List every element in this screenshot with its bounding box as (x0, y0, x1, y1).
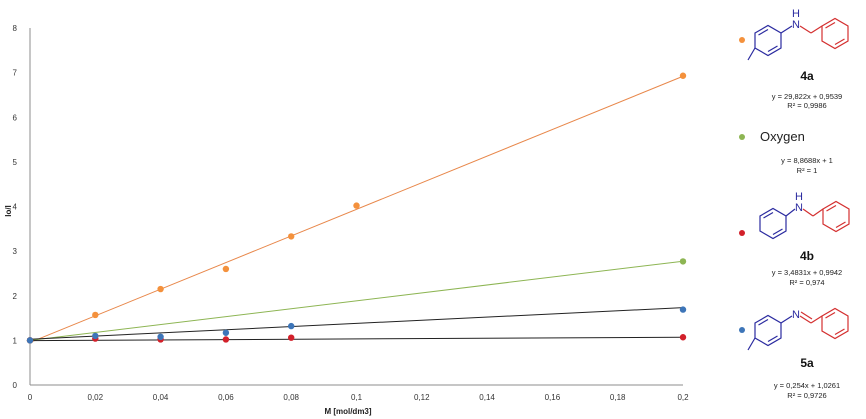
axes (29, 28, 683, 386)
data-point-4b (679, 334, 687, 341)
molecule-4a-right-ring (821, 17, 849, 50)
y-tick-label: 7 (13, 69, 18, 78)
data-points (26, 72, 687, 344)
legend-r2-4b: R² = 0,974 (789, 278, 824, 287)
legend-entry-4b: N H 4b y = 3,4831x + 0,9942 R² = 0,974 (739, 191, 850, 287)
legend-marker-oxygen (739, 134, 745, 140)
trendline-5a (29, 307, 684, 340)
molecule-5a-structure (747, 307, 849, 351)
data-point-4a (92, 311, 99, 319)
legend-marker-5a (739, 327, 745, 333)
legend-equation-oxygen: y = 8,8688x + 1 (781, 156, 833, 165)
molecule-5a-right-ring (821, 307, 849, 340)
molecule-4a-methyl (747, 47, 756, 61)
legend: N H 4a y = 29,822x + 0,9539 R² = 0,9986 … (739, 8, 850, 400)
legend-label-4a: 4a (800, 69, 814, 83)
legend-entry-oxygen: Oxygen y = 8,8688x + 1 R² = 1 (739, 129, 833, 175)
data-point-5a (288, 322, 295, 330)
legend-r2-5a: R² = 0,9726 (787, 391, 826, 400)
y-tick-label: 2 (13, 292, 18, 301)
x-tick-label: 0,02 (88, 393, 104, 402)
x-tick-label: 0,06 (218, 393, 234, 402)
data-point-5a (157, 333, 164, 341)
data-point-4a (157, 285, 164, 293)
data-point-4b (288, 334, 295, 341)
molecule-4b-right-ring (822, 200, 850, 233)
x-axis-title: M [mol/dm3] (324, 407, 371, 416)
data-point-4a (679, 72, 687, 79)
data-point-5a (679, 306, 687, 313)
data-point-5a (222, 329, 230, 336)
molecule-4b-structure (759, 200, 850, 240)
x-tick-label: 0,14 (479, 393, 495, 402)
y-tick-label: 8 (13, 24, 18, 33)
x-tick-label: 0 (28, 393, 33, 402)
molecule-4b-nh-n: N (795, 202, 803, 214)
molecule-4a-nh-n: N (792, 19, 800, 31)
data-point-5a (26, 337, 34, 344)
data-point-oxygen (679, 258, 687, 265)
trendline-4b (29, 336, 684, 342)
molecule-5a-methyl (747, 337, 756, 351)
x-tick-label: 0,18 (610, 393, 626, 402)
x-tick-label: 0,2 (677, 393, 689, 402)
x-tick-label: 0,1 (351, 393, 363, 402)
legend-label-oxygen: Oxygen (760, 129, 805, 144)
data-point-5a (92, 332, 99, 340)
y-axis-title: Io/I (4, 205, 13, 217)
y-tick-label: 0 (13, 381, 18, 390)
legend-equation-5a: y = 0,254x + 1,0261 (774, 381, 840, 390)
x-tick-label: 0,12 (414, 393, 430, 402)
x-tick-label: 0,04 (153, 393, 169, 402)
molecule-4b-nh-h: H (795, 191, 803, 203)
molecule-4b-left-ring (759, 207, 787, 240)
trendline-4a (29, 75, 684, 343)
legend-label-5a: 5a (800, 356, 814, 370)
legend-label-4b: 4b (800, 249, 814, 263)
trendline-oxygen (29, 260, 684, 341)
data-point-4a (288, 233, 295, 240)
legend-marker-4a (739, 37, 745, 43)
y-tick-label: 5 (13, 158, 18, 167)
y-tick-label: 6 (13, 113, 18, 122)
y-tick-label: 3 (13, 247, 18, 256)
y-tick-label: 1 (13, 336, 18, 345)
y-tick-label: 4 (13, 203, 18, 212)
legend-equation-4a: y = 29,822x + 0,9539 (772, 92, 842, 101)
molecule-4a-structure (747, 17, 849, 61)
legend-r2-oxygen: R² = 1 (797, 166, 818, 175)
tick-labels: 0 0,02 0,04 0,06 0,08 0,1 0,12 0,14 0,16 0,18 0,2 0… (13, 24, 690, 402)
trendlines (29, 75, 684, 343)
molecule-5a-n: N (792, 309, 800, 321)
x-tick-label: 0,16 (545, 393, 561, 402)
x-tick-label: 0,08 (283, 393, 299, 402)
legend-marker-4b (739, 230, 745, 236)
legend-r2-4a: R² = 0,9986 (787, 101, 826, 110)
data-point-4b (222, 336, 230, 343)
legend-entry-5a: N 5a y = 0,254x + 1,0261 R² = 0,9726 (739, 307, 849, 400)
data-point-4a (222, 265, 230, 273)
molecule-4a-nh-h: H (792, 8, 800, 20)
legend-equation-4b: y = 3,4831x + 0,9942 (772, 268, 842, 277)
legend-entry-4a: N H 4a y = 29,822x + 0,9539 R² = 0,9986 (739, 8, 849, 110)
data-point-4a (353, 202, 360, 209)
